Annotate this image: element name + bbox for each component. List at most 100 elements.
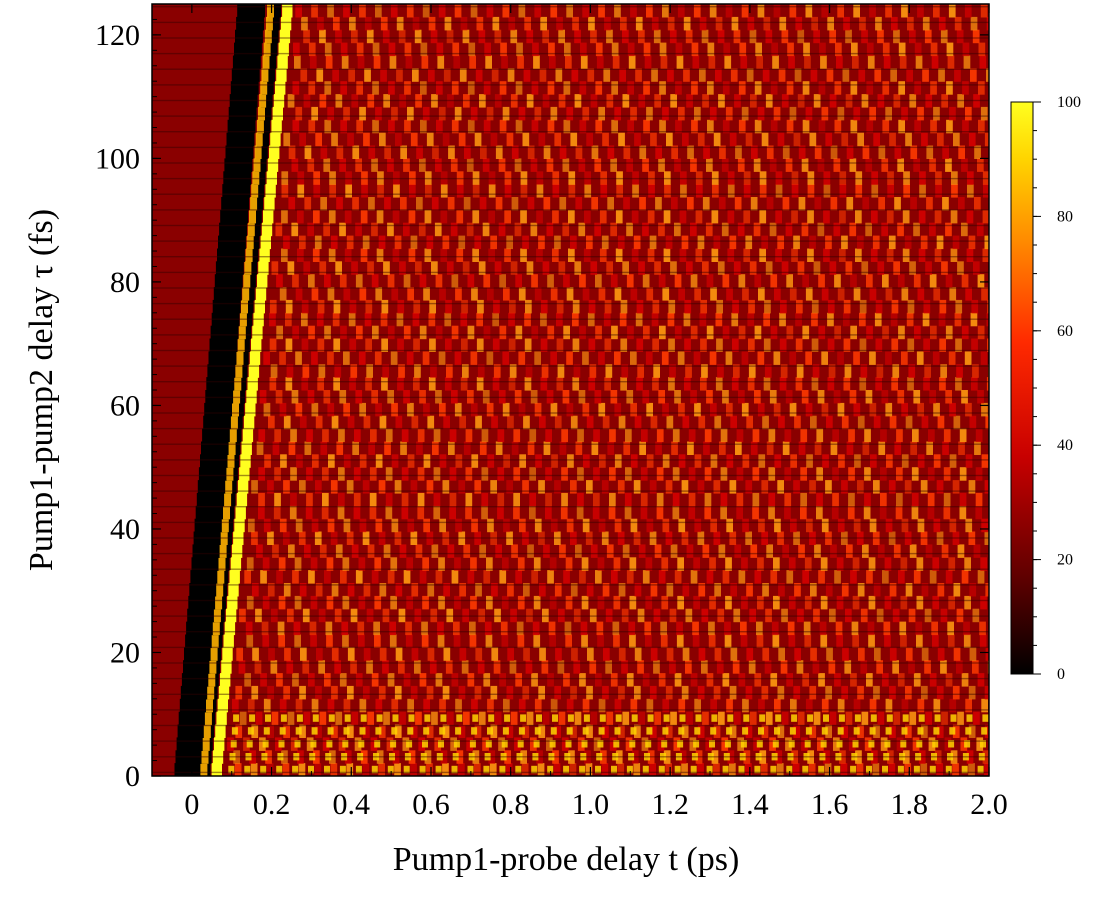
fringe-mark bbox=[526, 94, 534, 108]
fringe-mark bbox=[703, 145, 710, 159]
fringe-mark bbox=[291, 222, 299, 237]
fringe-mark bbox=[298, 531, 306, 545]
fringe-mark bbox=[317, 338, 325, 352]
fringe-mark bbox=[311, 518, 319, 533]
fringe-mark bbox=[825, 480, 832, 494]
fringe-mark bbox=[809, 685, 817, 700]
fringe-mark bbox=[424, 714, 431, 722]
dark-band-mark bbox=[212, 299, 241, 314]
fringe-mark bbox=[472, 714, 479, 722]
fringe-mark bbox=[340, 81, 347, 95]
fringe-mark bbox=[827, 299, 835, 314]
fringe-mark bbox=[961, 325, 969, 340]
striation-mark bbox=[152, 302, 989, 305]
fringe-mark bbox=[714, 647, 722, 661]
fringe-mark bbox=[246, 634, 254, 648]
fringe-mark bbox=[278, 740, 285, 748]
fringe-mark bbox=[416, 145, 423, 159]
fringe-mark bbox=[508, 377, 516, 391]
fringe-mark bbox=[462, 29, 470, 44]
fringe-mark bbox=[661, 740, 668, 748]
fringe-mark bbox=[828, 660, 836, 674]
fringe-mark bbox=[357, 753, 364, 761]
fringe-mark bbox=[572, 312, 579, 327]
fringe-mark bbox=[276, 325, 283, 340]
fringe-mark bbox=[727, 184, 735, 198]
fringe-mark bbox=[980, 4, 988, 18]
fringe-mark bbox=[836, 55, 843, 69]
fringe-mark bbox=[403, 765, 410, 774]
fringe-mark bbox=[692, 55, 700, 69]
fringe-mark bbox=[715, 377, 723, 391]
fringe-mark bbox=[455, 698, 462, 713]
fringe-mark bbox=[729, 685, 737, 700]
fringe-mark bbox=[387, 673, 395, 687]
fringe-mark bbox=[349, 16, 356, 31]
fringe-mark bbox=[638, 29, 645, 44]
fringe-mark bbox=[363, 132, 370, 147]
fringe-mark bbox=[768, 492, 776, 507]
fringe-mark bbox=[839, 248, 846, 262]
fringe-mark bbox=[589, 364, 597, 378]
fringe-mark bbox=[731, 312, 739, 327]
fringe-mark bbox=[775, 248, 782, 262]
fringe-mark bbox=[915, 753, 922, 761]
fringe-mark bbox=[308, 765, 314, 774]
fringe-mark bbox=[376, 248, 384, 262]
fringe-mark bbox=[481, 505, 488, 520]
fringe-mark bbox=[721, 222, 729, 237]
fringe-mark bbox=[742, 698, 749, 713]
fringe-mark bbox=[401, 492, 409, 507]
fringe-mark bbox=[467, 570, 475, 584]
fringe-mark bbox=[844, 364, 852, 378]
fringe-mark bbox=[410, 480, 418, 494]
fringe-mark bbox=[964, 595, 971, 610]
fringe-mark bbox=[710, 727, 717, 735]
fringe-mark bbox=[786, 570, 794, 584]
fringe-mark bbox=[335, 94, 343, 108]
fringe-mark bbox=[707, 753, 714, 761]
fringe-mark bbox=[295, 351, 302, 365]
fringe-mark bbox=[878, 197, 885, 211]
fringe-mark bbox=[705, 222, 713, 237]
fringe-mark bbox=[697, 480, 705, 494]
fringe-mark bbox=[509, 364, 517, 378]
fringe-mark bbox=[392, 714, 399, 722]
fringe-mark bbox=[816, 492, 823, 507]
fringe-mark bbox=[570, 531, 577, 545]
fringe-mark bbox=[267, 685, 274, 700]
fringe-mark bbox=[563, 81, 571, 95]
fringe-mark bbox=[694, 518, 702, 533]
fringe-mark bbox=[759, 714, 766, 722]
fringe-mark bbox=[552, 248, 559, 262]
fringe-mark bbox=[756, 740, 763, 748]
fringe-mark bbox=[673, 737, 681, 751]
fringe-mark bbox=[633, 480, 641, 494]
fringe-mark bbox=[303, 261, 311, 275]
fringe-mark bbox=[304, 544, 311, 558]
fringe-mark bbox=[778, 415, 785, 430]
fringe-mark bbox=[600, 171, 607, 185]
fringe-mark bbox=[775, 184, 783, 198]
fringe-mark bbox=[683, 312, 691, 327]
fringe-mark bbox=[819, 621, 827, 636]
fringe-mark bbox=[717, 608, 725, 623]
fringe-mark bbox=[687, 197, 694, 211]
fringe-mark bbox=[978, 81, 985, 95]
colorbar-tick-label: 20 bbox=[1057, 552, 1073, 569]
fringe-mark bbox=[375, 518, 383, 533]
fringe-mark bbox=[390, 557, 398, 571]
y-tick-label: 40 bbox=[110, 513, 140, 546]
fringe-mark bbox=[424, 209, 432, 224]
fringe-mark bbox=[533, 55, 540, 69]
fringe-mark bbox=[458, 235, 466, 250]
fringe-mark bbox=[504, 750, 511, 764]
fringe-mark bbox=[537, 763, 545, 776]
fringe-mark bbox=[713, 724, 721, 738]
fringe-mark bbox=[954, 16, 962, 31]
fringe-mark bbox=[659, 81, 666, 95]
fringe-mark bbox=[461, 299, 468, 314]
fringe-mark bbox=[539, 583, 546, 597]
fringe-mark bbox=[817, 390, 825, 404]
fringe-mark bbox=[447, 711, 454, 726]
